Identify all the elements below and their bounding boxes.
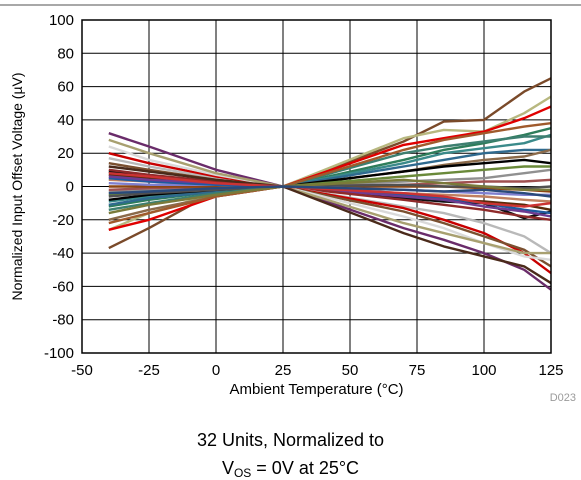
series-line-18 — [108, 177, 551, 215]
series-line-1 — [108, 77, 551, 250]
caption-text-2: = 0V at 25°C — [251, 458, 360, 478]
caption-v: V — [221, 458, 234, 478]
series-line-27 — [108, 165, 551, 285]
y-tick-label: 0 — [66, 179, 74, 196]
x-axis-title: Ambient Temperature (°C) — [229, 381, 403, 398]
y-tick-label: 80 — [57, 45, 74, 62]
x-tick-label: 0 — [212, 362, 220, 379]
series-line-21 — [108, 157, 551, 255]
y-tick-label: -40 — [52, 245, 74, 262]
y-tick-label: 20 — [57, 145, 74, 162]
series-group — [108, 77, 551, 291]
caption-line-2: VOS = 0V at 25°C — [0, 458, 581, 480]
caption-os-subscript: OS — [233, 466, 252, 480]
series-line-31 — [108, 178, 551, 215]
top-rule — [0, 4, 581, 6]
y-axis-title: Normalized Input Offset Voltage (µV) — [9, 72, 25, 300]
series-line-19 — [108, 175, 551, 218]
series-line-6 — [108, 148, 551, 206]
series-line-30 — [108, 172, 551, 208]
series-line-20 — [108, 168, 551, 221]
y-tick-label: -100 — [44, 345, 74, 362]
series-line-28 — [108, 135, 551, 211]
y-tick-label: 40 — [57, 112, 74, 129]
x-tick-label: 50 — [342, 362, 359, 379]
series-line-32 — [108, 185, 551, 198]
series-line-24 — [108, 145, 551, 261]
offset-voltage-chart: 100 80 60 40 20 0 -20 -40 -60 -80 -100-50 -25 0 25 50 7… — [9, 12, 576, 404]
y-tick-label: 100 — [49, 12, 74, 29]
x-tick-label: 75 — [409, 362, 426, 379]
x-tick-label: -25 — [138, 362, 160, 379]
x-tick-label: 25 — [275, 362, 292, 379]
series-line-29 — [108, 122, 551, 225]
y-tick-label: -20 — [52, 212, 74, 229]
x-tick-label: 125 — [538, 362, 563, 379]
y-tick-label: -80 — [52, 312, 74, 329]
plot-frame — [81, 19, 552, 354]
caption-line-1: 32 Units, Normalized to — [0, 430, 581, 451]
series-line-26 — [108, 138, 551, 255]
series-line-3 — [108, 105, 551, 231]
y-tick-label: -60 — [52, 278, 74, 295]
x-tick-label: -50 — [71, 362, 93, 379]
figure-code-label: D023 — [550, 392, 576, 404]
x-tick-label: 100 — [471, 362, 496, 379]
caption-text-1: 32 Units, Normalized to — [196, 430, 385, 450]
y-tick-label: 60 — [57, 79, 74, 96]
